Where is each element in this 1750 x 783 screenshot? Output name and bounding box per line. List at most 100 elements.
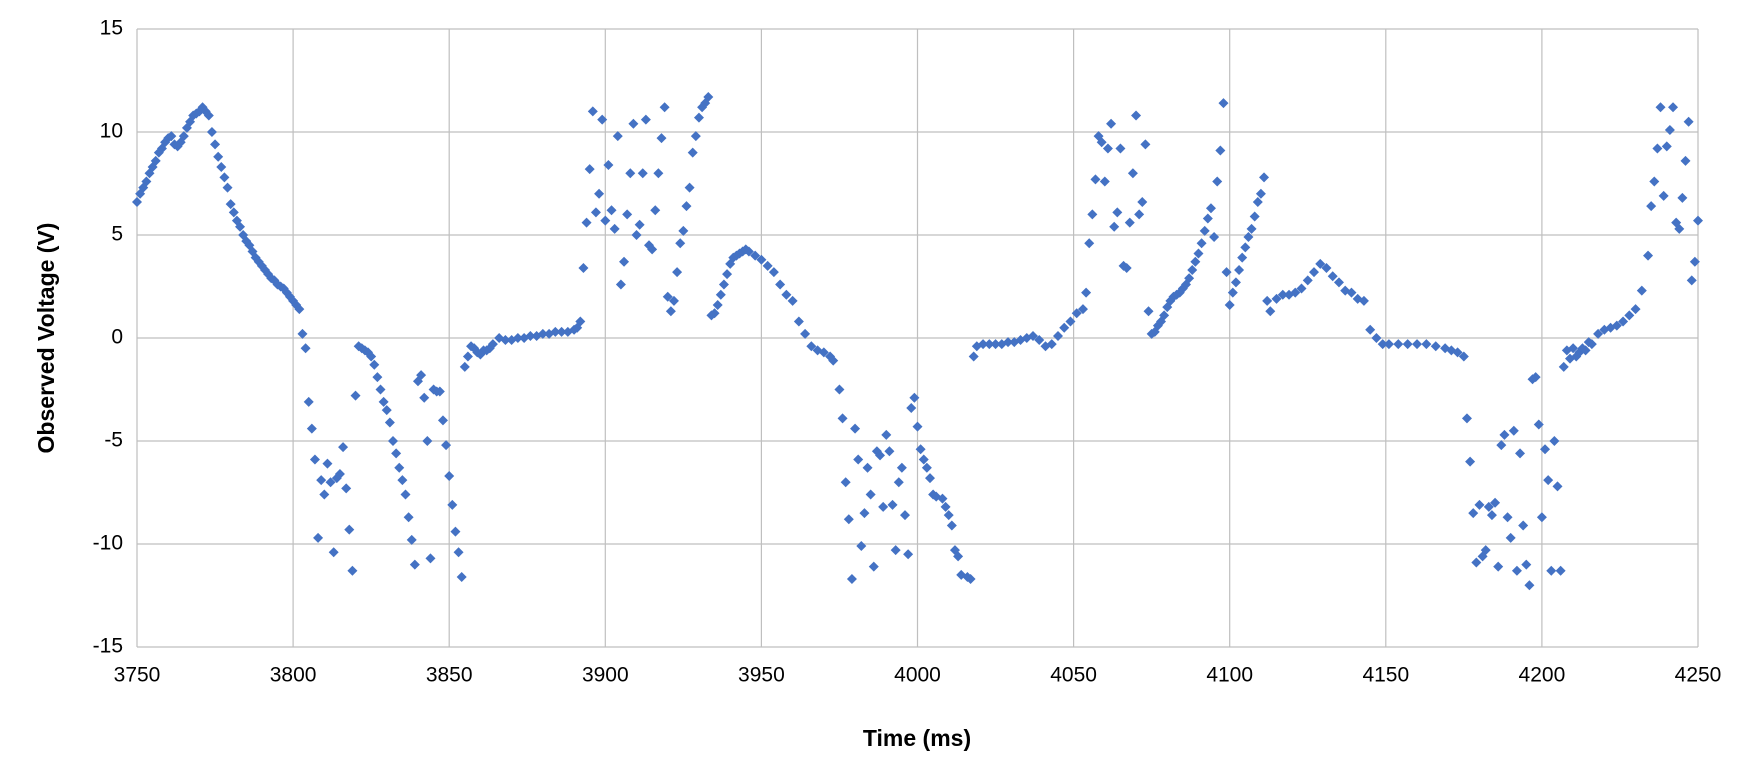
data-point <box>216 162 227 173</box>
data-point <box>1652 143 1663 154</box>
data-point <box>550 326 561 337</box>
data-point <box>313 532 324 543</box>
data-point <box>341 483 352 494</box>
data-point <box>1308 267 1319 278</box>
data-point <box>141 176 152 187</box>
data-point <box>850 423 861 434</box>
data-point <box>1109 221 1120 232</box>
data-point <box>818 347 829 358</box>
x-tick-label: 4250 <box>1675 664 1722 687</box>
data-point <box>859 508 870 519</box>
data-point <box>1215 145 1226 156</box>
y-tick-label: 15 <box>100 17 123 40</box>
data-point <box>600 215 611 226</box>
data-point <box>1193 248 1204 259</box>
data-point <box>862 462 873 473</box>
data-point <box>1674 223 1685 234</box>
data-point <box>375 384 386 395</box>
data-point <box>1490 497 1501 508</box>
data-point <box>656 133 667 144</box>
data-point <box>400 489 411 500</box>
data-point <box>1686 275 1697 286</box>
data-point <box>444 471 455 482</box>
data-point <box>1636 285 1647 296</box>
data-point <box>1124 217 1135 228</box>
data-point <box>297 328 308 339</box>
data-point <box>853 454 864 465</box>
data-point <box>937 493 948 504</box>
data-point <box>1511 565 1522 576</box>
data-point <box>665 306 676 317</box>
data-point <box>1593 328 1604 339</box>
data-point <box>316 475 327 486</box>
data-point <box>347 565 358 576</box>
data-point <box>662 291 673 302</box>
data-point <box>459 361 470 372</box>
data-point <box>487 339 498 350</box>
data-point <box>1196 238 1207 249</box>
data-point <box>1115 143 1126 154</box>
data-point <box>750 250 761 261</box>
data-point <box>441 440 452 451</box>
data-point <box>1265 306 1276 317</box>
data-point <box>684 182 695 193</box>
data-point <box>1430 341 1441 352</box>
y-tick-label: -10 <box>93 532 123 555</box>
data-point <box>581 217 592 228</box>
data-point <box>1237 252 1248 263</box>
data-point <box>325 477 336 488</box>
data-point <box>884 446 895 457</box>
data-point <box>344 524 355 535</box>
data-point <box>512 333 523 343</box>
data-point <box>1277 289 1288 300</box>
data-point <box>625 168 636 179</box>
data-point <box>978 339 989 350</box>
data-point <box>1543 475 1554 486</box>
data-point <box>1218 98 1229 109</box>
data-point <box>166 131 177 142</box>
data-point <box>722 269 733 280</box>
data-point <box>1212 176 1223 187</box>
data-point <box>1296 283 1307 294</box>
y-tick-label: -15 <box>93 635 123 658</box>
data-point <box>228 207 239 218</box>
data-point <box>1515 448 1526 459</box>
data-point <box>1327 271 1338 282</box>
data-point <box>940 501 951 512</box>
data-point <box>1683 116 1694 127</box>
data-point <box>834 384 845 395</box>
data-point <box>1052 330 1063 341</box>
data-point <box>1252 197 1263 208</box>
data-point <box>450 526 461 537</box>
data-point <box>1315 258 1326 269</box>
data-point <box>1680 155 1691 166</box>
y-tick-label: -5 <box>104 429 123 452</box>
data-point <box>675 238 686 249</box>
data-point <box>556 326 567 337</box>
data-point <box>1646 201 1657 212</box>
data-point <box>653 168 664 179</box>
data-point <box>306 423 317 434</box>
data-point <box>366 351 377 362</box>
data-point <box>388 436 399 446</box>
data-point <box>434 386 445 397</box>
data-point <box>303 396 314 407</box>
data-point <box>887 499 898 510</box>
data-point <box>1465 456 1476 467</box>
data-point <box>1190 256 1201 267</box>
data-point <box>678 225 689 236</box>
data-point <box>1333 277 1344 288</box>
data-point <box>743 246 754 257</box>
data-point <box>668 295 679 306</box>
data-point <box>828 355 839 366</box>
data-point <box>1243 232 1254 243</box>
data-point <box>1643 250 1654 261</box>
data-point <box>1508 425 1519 436</box>
data-point <box>1143 306 1154 317</box>
y-tick-label: 10 <box>100 120 123 143</box>
data-point <box>1209 232 1220 243</box>
data-point <box>1458 351 1469 362</box>
data-point <box>943 510 954 521</box>
data-point <box>453 547 464 558</box>
